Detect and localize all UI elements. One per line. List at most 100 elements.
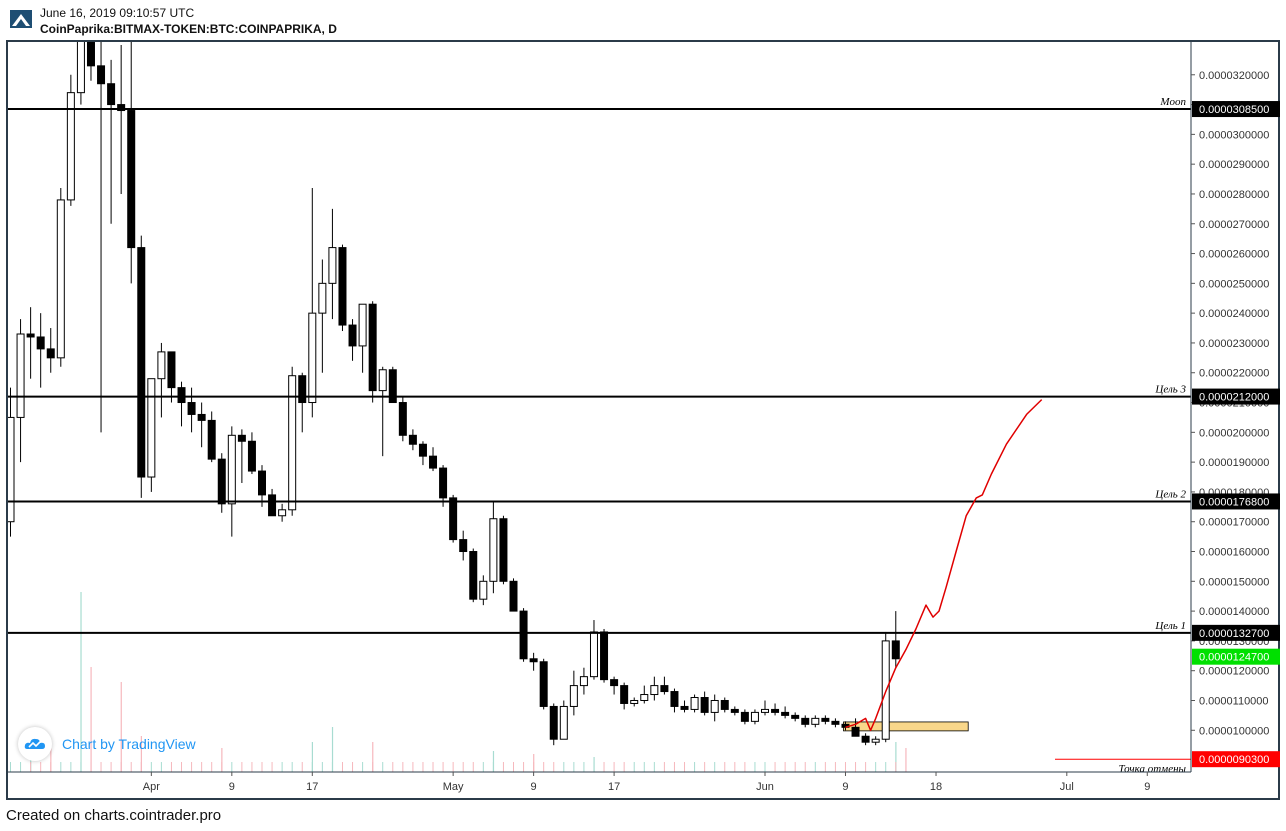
candle-body bbox=[368, 303, 377, 392]
volume-bar bbox=[60, 762, 62, 772]
candle bbox=[8, 387, 15, 537]
candle-body bbox=[338, 247, 347, 326]
candlestick-chart[interactable]: Точка отмены Moon Цель 3 Цель 2 Цель 1 0.0000… bbox=[0, 0, 1286, 807]
time-tick-label: 9 bbox=[842, 781, 848, 793]
candle-body bbox=[730, 708, 739, 713]
candle-body bbox=[46, 348, 55, 359]
candle-body bbox=[247, 440, 256, 472]
candle-body bbox=[489, 518, 498, 582]
candle bbox=[750, 709, 759, 725]
price-tick-label: 0.0000270000 bbox=[1199, 219, 1269, 231]
volume-bar bbox=[301, 762, 303, 772]
volume-bar bbox=[70, 762, 72, 772]
candle-body bbox=[66, 92, 75, 201]
volume-bar bbox=[321, 762, 323, 772]
candle-body bbox=[86, 42, 95, 67]
volume-bar bbox=[150, 762, 152, 772]
volume-bar bbox=[563, 762, 565, 772]
candle-body bbox=[761, 708, 769, 713]
level-price-badge: 0.0000212000 bbox=[1199, 392, 1269, 404]
volume-bar bbox=[623, 762, 625, 772]
candle bbox=[690, 694, 699, 713]
candle bbox=[56, 188, 65, 367]
volume-bar bbox=[553, 762, 555, 772]
last-price-badge: 0.0000124700 bbox=[1199, 652, 1269, 664]
level-price-badge-bg bbox=[1192, 101, 1280, 118]
tradingview-watermark[interactable]: Chart by TradingView bbox=[18, 727, 206, 761]
candle-body bbox=[378, 369, 387, 392]
volume-bar bbox=[814, 762, 816, 772]
level-label: Moon bbox=[1159, 96, 1186, 108]
candle-body bbox=[851, 726, 860, 737]
candle bbox=[127, 42, 136, 284]
candle-body bbox=[147, 378, 156, 478]
candle-body bbox=[97, 65, 106, 85]
volume-bar bbox=[684, 762, 686, 772]
candle-body bbox=[107, 83, 116, 106]
price-tick-label: 0.0000160000 bbox=[1199, 547, 1269, 559]
candle-body bbox=[791, 714, 800, 719]
price-tick-label: 0.0000170000 bbox=[1199, 517, 1269, 529]
candle bbox=[207, 411, 216, 463]
time-tick-label: 9 bbox=[229, 781, 235, 793]
candle-body bbox=[479, 580, 488, 600]
candle bbox=[781, 706, 790, 719]
level-price-badge-bg bbox=[1192, 388, 1280, 405]
candle-body bbox=[429, 455, 438, 469]
candle bbox=[358, 303, 367, 373]
volume-bar bbox=[130, 762, 132, 772]
candle bbox=[539, 658, 548, 710]
volume-bar bbox=[311, 742, 313, 772]
candle bbox=[559, 700, 568, 740]
candle-body bbox=[459, 539, 468, 553]
volume-bar bbox=[844, 762, 846, 772]
candle bbox=[640, 685, 649, 704]
volume-bar bbox=[724, 762, 726, 772]
price-tick-label: 0.0000280000 bbox=[1199, 189, 1269, 201]
candle bbox=[439, 465, 448, 507]
volume-bar bbox=[311, 762, 313, 772]
volume-bar bbox=[603, 762, 605, 772]
candle-body bbox=[298, 375, 307, 404]
candle bbox=[821, 715, 830, 725]
volume-bar bbox=[573, 762, 575, 772]
volume-bar bbox=[110, 762, 112, 772]
candle-series bbox=[8, 42, 900, 746]
price-tick-label: 0.0000190000 bbox=[1199, 457, 1269, 469]
stop-price-badge-bg bbox=[1192, 751, 1280, 768]
candle bbox=[579, 667, 588, 695]
candle-body bbox=[740, 711, 749, 722]
volume-bar bbox=[372, 762, 374, 772]
chart-frame bbox=[6, 40, 1280, 800]
candle bbox=[46, 328, 55, 373]
time-tick-label: 18 bbox=[930, 781, 942, 793]
price-tick-label: 0.0000150000 bbox=[1199, 576, 1269, 588]
candle bbox=[630, 697, 639, 707]
volume-bar bbox=[372, 742, 374, 772]
volume-bar bbox=[90, 667, 92, 772]
candle bbox=[378, 366, 387, 457]
volume-bar bbox=[100, 762, 102, 772]
candle bbox=[600, 628, 609, 683]
stop-level-label: Точка отмены bbox=[1118, 763, 1186, 775]
volume-bar bbox=[331, 727, 334, 772]
volume-bar bbox=[221, 748, 223, 772]
candle bbox=[459, 530, 468, 561]
candle-body bbox=[569, 685, 578, 707]
volume-bar bbox=[291, 762, 293, 772]
candle-body bbox=[268, 494, 277, 517]
candle-body bbox=[821, 717, 830, 722]
candle-body bbox=[640, 694, 649, 701]
volume-bar bbox=[593, 762, 595, 772]
volume-bar bbox=[492, 762, 494, 772]
time-tick-label: 9 bbox=[1144, 781, 1150, 793]
candle-body bbox=[771, 708, 780, 713]
candle bbox=[237, 429, 246, 483]
level-label: Цель 2 bbox=[1154, 488, 1186, 500]
candle bbox=[187, 387, 196, 433]
volume-bar bbox=[543, 762, 545, 772]
watermark-label: Chart by TradingView bbox=[62, 736, 196, 752]
candle-body bbox=[217, 458, 226, 505]
candle-body bbox=[529, 658, 538, 663]
candle-body bbox=[449, 497, 458, 541]
